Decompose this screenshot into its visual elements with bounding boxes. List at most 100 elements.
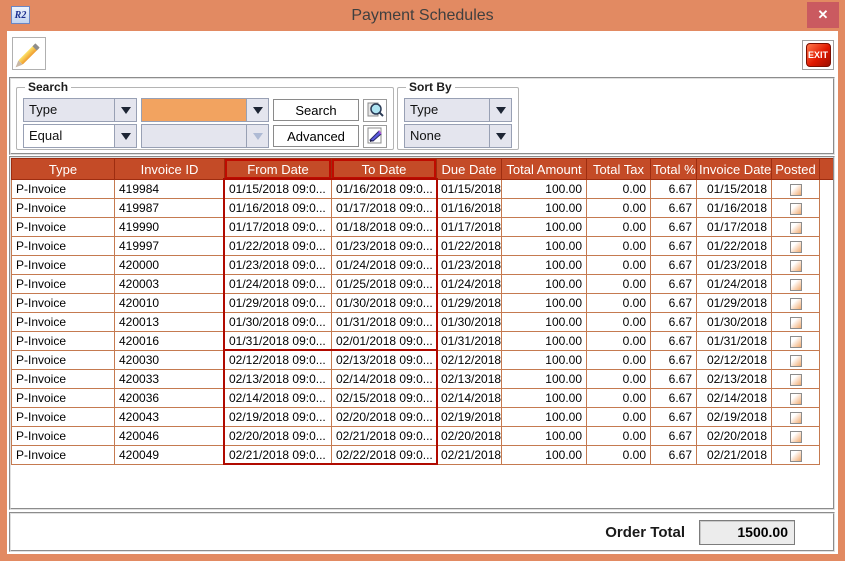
sort-secondary-dropdown[interactable]: None bbox=[404, 124, 512, 148]
cell-to-date: 01/24/2018 09:0... bbox=[331, 255, 437, 275]
cell-invoice-date: 01/22/2018 bbox=[696, 236, 772, 256]
cell-filler bbox=[819, 293, 833, 313]
document-pen-icon bbox=[367, 127, 382, 144]
table-row[interactable]: P-Invoice 420030 02/12/2018 09:0... 02/1… bbox=[11, 350, 833, 370]
cell-from-date: 01/24/2018 09:0... bbox=[224, 274, 332, 294]
advanced-find-icon-button[interactable] bbox=[363, 124, 387, 148]
col-header-to-date[interactable]: To Date bbox=[331, 158, 437, 180]
cell-total-tax: 0.00 bbox=[586, 369, 651, 389]
chevron-down-icon bbox=[246, 99, 268, 121]
cell-due-date: 01/15/2018 bbox=[436, 179, 502, 199]
cell-type: P-Invoice bbox=[11, 312, 115, 332]
cell-posted bbox=[771, 388, 820, 408]
search-value-dropdown[interactable] bbox=[141, 98, 269, 122]
cell-total-amount: 100.00 bbox=[501, 293, 587, 313]
cell-posted bbox=[771, 426, 820, 446]
posted-checkbox[interactable] bbox=[789, 392, 802, 405]
cell-total-amount: 100.00 bbox=[501, 426, 587, 446]
posted-checkbox[interactable] bbox=[789, 240, 802, 253]
cell-due-date: 01/16/2018 bbox=[436, 198, 502, 218]
posted-checkbox[interactable] bbox=[789, 202, 802, 215]
sort-primary-dropdown[interactable]: Type bbox=[404, 98, 512, 122]
table-row[interactable]: P-Invoice 420033 02/13/2018 09:0... 02/1… bbox=[11, 369, 833, 389]
col-header-total-pct[interactable]: Total % bbox=[650, 158, 697, 180]
advanced-button[interactable]: Advanced bbox=[273, 125, 359, 147]
cell-from-date: 02/14/2018 09:0... bbox=[224, 388, 332, 408]
table-row[interactable]: P-Invoice 419990 01/17/2018 09:0... 01/1… bbox=[11, 217, 833, 237]
posted-checkbox[interactable] bbox=[789, 430, 802, 443]
col-header-total-amount[interactable]: Total Amount bbox=[501, 158, 587, 180]
table-row[interactable]: P-Invoice 420036 02/14/2018 09:0... 02/1… bbox=[11, 388, 833, 408]
dialog-content: EXIT Search Type Search bbox=[7, 31, 838, 554]
cell-due-date: 02/19/2018 bbox=[436, 407, 502, 427]
search-field-dropdown[interactable]: Type bbox=[23, 98, 137, 122]
posted-checkbox[interactable] bbox=[789, 259, 802, 272]
col-header-total-tax[interactable]: Total Tax bbox=[586, 158, 651, 180]
posted-checkbox[interactable] bbox=[789, 183, 802, 196]
table-row[interactable]: P-Invoice 420043 02/19/2018 09:0... 02/2… bbox=[11, 407, 833, 427]
cell-invoice-date: 02/21/2018 bbox=[696, 445, 772, 465]
cell-total-amount: 100.00 bbox=[501, 274, 587, 294]
order-total-label: Order Total bbox=[605, 523, 685, 541]
search-button[interactable]: Search bbox=[273, 99, 359, 121]
cell-total-tax: 0.00 bbox=[586, 426, 651, 446]
posted-checkbox[interactable] bbox=[789, 221, 802, 234]
cell-from-date: 01/31/2018 09:0... bbox=[224, 331, 332, 351]
col-header-due-date[interactable]: Due Date bbox=[436, 158, 502, 180]
cell-total-pct: 6.67 bbox=[650, 426, 697, 446]
cell-invoice-id: 420003 bbox=[114, 274, 225, 294]
table-row[interactable]: P-Invoice 419987 01/16/2018 09:0... 01/1… bbox=[11, 198, 833, 218]
cell-to-date: 02/20/2018 09:0... bbox=[331, 407, 437, 427]
search-operator-dropdown[interactable]: Equal bbox=[23, 124, 137, 148]
cell-filler bbox=[819, 407, 833, 427]
cell-from-date: 02/19/2018 09:0... bbox=[224, 407, 332, 427]
col-header-type[interactable]: Type bbox=[11, 158, 115, 180]
col-header-posted[interactable]: Posted bbox=[771, 158, 820, 180]
table-row[interactable]: P-Invoice 420003 01/24/2018 09:0... 01/2… bbox=[11, 274, 833, 294]
posted-checkbox[interactable] bbox=[789, 335, 802, 348]
table-row[interactable]: P-Invoice 420049 02/21/2018 09:0... 02/2… bbox=[11, 445, 833, 465]
posted-checkbox[interactable] bbox=[789, 411, 802, 424]
table-row[interactable]: P-Invoice 420046 02/20/2018 09:0... 02/2… bbox=[11, 426, 833, 446]
cell-invoice-id: 420036 bbox=[114, 388, 225, 408]
cell-due-date: 01/30/2018 bbox=[436, 312, 502, 332]
col-header-invoice-date[interactable]: Invoice Date bbox=[696, 158, 772, 180]
cell-total-tax: 0.00 bbox=[586, 293, 651, 313]
cell-invoice-date: 01/15/2018 bbox=[696, 179, 772, 199]
posted-checkbox[interactable] bbox=[789, 278, 802, 291]
cell-total-pct: 6.67 bbox=[650, 388, 697, 408]
chevron-down-icon bbox=[246, 125, 268, 147]
table-row[interactable]: P-Invoice 420010 01/29/2018 09:0... 01/3… bbox=[11, 293, 833, 313]
footer-panel: Order Total 1500.00 bbox=[9, 512, 835, 552]
close-button[interactable]: ✕ bbox=[807, 2, 839, 28]
search-value2-dropdown bbox=[141, 124, 269, 148]
cell-invoice-id: 420033 bbox=[114, 369, 225, 389]
cell-from-date: 01/17/2018 09:0... bbox=[224, 217, 332, 237]
table-row[interactable]: P-Invoice 420000 01/23/2018 09:0... 01/2… bbox=[11, 255, 833, 275]
cell-invoice-date: 01/16/2018 bbox=[696, 198, 772, 218]
exit-button[interactable]: EXIT bbox=[802, 40, 834, 70]
cell-from-date: 02/21/2018 09:0... bbox=[224, 445, 332, 465]
cell-total-pct: 6.67 bbox=[650, 369, 697, 389]
col-header-invoice-id[interactable]: Invoice ID bbox=[114, 158, 225, 180]
edit-button[interactable] bbox=[12, 37, 46, 70]
posted-checkbox[interactable] bbox=[789, 449, 802, 462]
cell-total-amount: 100.00 bbox=[501, 198, 587, 218]
table-row[interactable]: P-Invoice 419984 01/15/2018 09:0... 01/1… bbox=[11, 179, 833, 199]
table-row[interactable]: P-Invoice 420013 01/30/2018 09:0... 01/3… bbox=[11, 312, 833, 332]
cell-total-tax: 0.00 bbox=[586, 179, 651, 199]
posted-checkbox[interactable] bbox=[789, 316, 802, 329]
table-row[interactable]: P-Invoice 419997 01/22/2018 09:0... 01/2… bbox=[11, 236, 833, 256]
table-row[interactable]: P-Invoice 420016 01/31/2018 09:0... 02/0… bbox=[11, 331, 833, 351]
posted-checkbox[interactable] bbox=[789, 354, 802, 367]
cell-to-date: 01/31/2018 09:0... bbox=[331, 312, 437, 332]
posted-checkbox[interactable] bbox=[789, 373, 802, 386]
col-header-from-date[interactable]: From Date bbox=[224, 158, 332, 180]
posted-checkbox[interactable] bbox=[789, 297, 802, 310]
cell-due-date: 01/29/2018 bbox=[436, 293, 502, 313]
find-icon-button[interactable] bbox=[363, 98, 387, 122]
cell-invoice-date: 02/12/2018 bbox=[696, 350, 772, 370]
cell-total-pct: 6.67 bbox=[650, 198, 697, 218]
sort-secondary-value: None bbox=[410, 128, 442, 143]
